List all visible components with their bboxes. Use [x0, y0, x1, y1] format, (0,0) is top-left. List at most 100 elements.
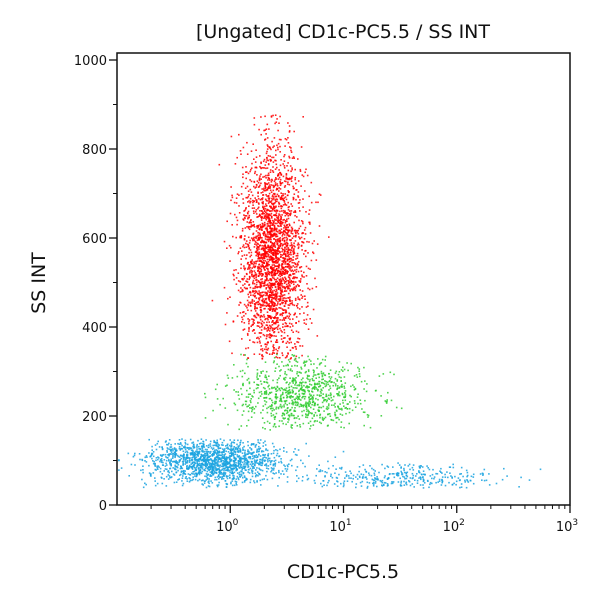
data-point — [261, 197, 264, 199]
data-point — [287, 292, 290, 295]
data-point — [242, 290, 244, 292]
data-point — [187, 447, 190, 449]
data-point — [216, 461, 219, 463]
data-point — [174, 464, 176, 467]
data-point — [260, 345, 262, 347]
data-point — [243, 254, 246, 256]
data-point — [226, 457, 229, 459]
data-point — [266, 378, 268, 381]
data-point — [240, 263, 242, 266]
data-point — [353, 375, 356, 377]
data-point — [247, 419, 250, 422]
data-point — [272, 114, 274, 117]
data-point — [295, 360, 297, 362]
data-point — [270, 246, 272, 248]
data-point — [271, 468, 274, 470]
data-point — [250, 224, 253, 226]
data-point — [258, 340, 261, 342]
data-point — [256, 239, 259, 242]
data-point — [211, 482, 214, 484]
data-point — [267, 244, 269, 247]
data-point — [192, 464, 195, 467]
data-point — [277, 298, 280, 300]
data-point — [287, 231, 289, 234]
data-point — [260, 248, 263, 251]
data-point — [287, 209, 290, 211]
data-point — [263, 285, 266, 287]
data-point — [214, 478, 216, 481]
data-point — [192, 471, 194, 473]
data-point — [221, 473, 223, 476]
data-point — [285, 224, 288, 227]
data-point — [141, 459, 144, 462]
data-point — [267, 393, 270, 396]
data-point — [255, 302, 257, 304]
data-point — [161, 455, 163, 457]
data-point — [275, 262, 277, 264]
data-point — [287, 194, 289, 197]
data-point — [344, 407, 346, 409]
data-point — [338, 408, 340, 410]
data-point — [305, 401, 307, 404]
data-point — [290, 242, 293, 244]
data-point — [271, 223, 274, 225]
data-point — [186, 450, 188, 453]
data-point — [265, 189, 267, 192]
data-point — [198, 458, 201, 460]
data-point — [187, 468, 190, 470]
data-point — [281, 254, 284, 256]
data-point — [221, 463, 224, 465]
data-point — [280, 218, 282, 220]
data-point — [293, 414, 295, 417]
data-point — [269, 290, 272, 292]
data-point — [276, 219, 278, 221]
data-point — [311, 287, 314, 290]
data-point — [229, 470, 231, 472]
data-point — [248, 200, 250, 202]
data-point — [287, 270, 289, 273]
data-point — [245, 400, 248, 403]
data-point — [150, 452, 153, 455]
data-point — [198, 453, 200, 455]
data-point — [240, 185, 243, 188]
data-point — [281, 247, 283, 250]
data-point — [232, 464, 235, 466]
data-point — [292, 396, 294, 398]
data-point — [300, 459, 302, 462]
data-point — [287, 201, 289, 204]
data-point — [286, 391, 288, 393]
data-point — [220, 458, 222, 461]
data-point — [278, 295, 280, 297]
data-point — [298, 384, 300, 387]
data-point — [268, 422, 271, 424]
data-point — [280, 274, 283, 277]
data-point — [268, 271, 270, 273]
data-point — [172, 454, 174, 457]
data-point — [267, 459, 269, 461]
data-point — [227, 475, 229, 477]
data-point — [276, 217, 279, 219]
data-point — [229, 444, 231, 447]
data-point — [306, 385, 308, 388]
data-point — [279, 184, 282, 186]
data-point — [167, 454, 169, 456]
data-point — [280, 394, 282, 397]
data-point — [251, 262, 254, 265]
data-point — [333, 404, 335, 406]
data-point — [298, 398, 301, 401]
data-point — [230, 472, 233, 475]
data-point — [243, 238, 246, 241]
data-point — [321, 375, 324, 378]
data-point — [215, 452, 218, 454]
data-point — [279, 178, 282, 181]
data-point — [227, 456, 230, 459]
data-point — [195, 466, 198, 469]
data-point — [279, 299, 282, 301]
data-point — [281, 182, 284, 184]
data-point — [168, 460, 170, 462]
data-point — [262, 304, 264, 307]
data-point — [283, 406, 285, 408]
data-point — [303, 312, 305, 314]
data-point — [265, 241, 268, 244]
data-point — [284, 288, 287, 290]
